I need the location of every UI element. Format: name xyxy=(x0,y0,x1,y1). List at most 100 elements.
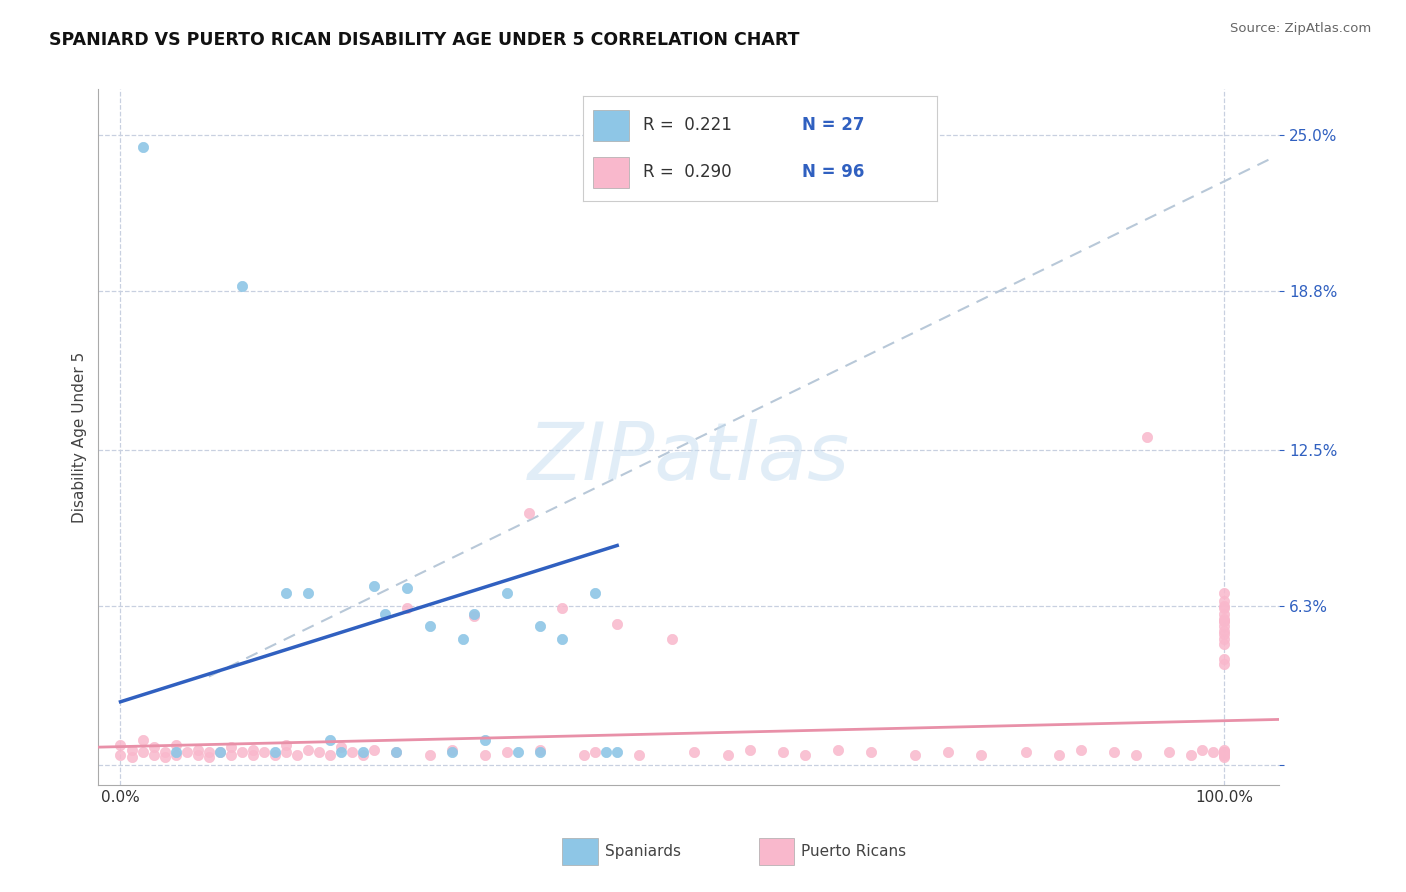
Point xyxy=(1102,745,1125,759)
Point xyxy=(297,586,319,600)
Point xyxy=(352,745,374,759)
Point xyxy=(1157,745,1180,759)
Point xyxy=(1213,599,1236,613)
Point xyxy=(772,745,794,759)
Point xyxy=(242,742,264,756)
Point xyxy=(131,732,153,747)
Point xyxy=(153,750,176,764)
Point xyxy=(1213,611,1236,625)
Point xyxy=(198,745,221,759)
Point xyxy=(661,632,683,646)
Point xyxy=(274,586,297,600)
Point xyxy=(606,616,628,631)
Text: Puerto Ricans: Puerto Ricans xyxy=(801,845,907,859)
Point xyxy=(264,745,287,759)
Point xyxy=(1070,742,1092,756)
Point xyxy=(1136,430,1159,444)
Point xyxy=(529,742,551,756)
Point xyxy=(451,632,474,646)
Point xyxy=(1213,586,1236,600)
Point xyxy=(274,745,297,759)
Point xyxy=(1213,745,1236,759)
Point xyxy=(219,740,242,755)
Point xyxy=(231,745,253,759)
Point xyxy=(264,747,287,762)
Point xyxy=(1213,652,1236,666)
Point xyxy=(440,742,463,756)
Point xyxy=(1213,657,1236,671)
Point xyxy=(385,745,408,759)
Point xyxy=(1213,742,1236,756)
Point xyxy=(385,745,408,759)
Point xyxy=(131,745,153,759)
Point xyxy=(242,747,264,762)
Point xyxy=(529,745,551,759)
Text: Source: ZipAtlas.com: Source: ZipAtlas.com xyxy=(1230,22,1371,36)
Point xyxy=(1213,745,1236,759)
Point xyxy=(1202,745,1225,759)
Point xyxy=(253,745,276,759)
Point xyxy=(440,745,463,759)
Text: SPANIARD VS PUERTO RICAN DISABILITY AGE UNDER 5 CORRELATION CHART: SPANIARD VS PUERTO RICAN DISABILITY AGE … xyxy=(49,31,800,49)
Point xyxy=(219,747,242,762)
Point xyxy=(121,742,143,756)
Point xyxy=(208,745,231,759)
Point xyxy=(860,745,883,759)
Point xyxy=(1047,747,1070,762)
Point xyxy=(121,750,143,764)
Point xyxy=(1213,745,1236,759)
Point xyxy=(187,742,209,756)
Point xyxy=(319,732,342,747)
Point xyxy=(1213,607,1236,621)
Point xyxy=(165,745,187,759)
Point xyxy=(1213,624,1236,639)
Point xyxy=(628,747,651,762)
Point xyxy=(419,747,441,762)
Point xyxy=(572,747,595,762)
Point xyxy=(153,745,176,759)
Point xyxy=(683,745,706,759)
Point xyxy=(970,747,993,762)
Point xyxy=(396,601,419,615)
Point xyxy=(208,745,231,759)
Point xyxy=(110,747,132,762)
Point xyxy=(176,745,198,759)
Point xyxy=(363,579,385,593)
Point xyxy=(551,632,574,646)
Point xyxy=(319,747,342,762)
Point xyxy=(1213,614,1236,628)
Point xyxy=(583,745,606,759)
Point xyxy=(198,750,221,764)
Point xyxy=(374,607,396,621)
Point xyxy=(1213,750,1236,764)
Point xyxy=(793,747,815,762)
Y-axis label: Disability Age Under 5: Disability Age Under 5 xyxy=(72,351,87,523)
Point xyxy=(517,506,540,520)
Point xyxy=(463,609,485,624)
Point xyxy=(495,586,517,600)
Point xyxy=(474,732,496,747)
Point xyxy=(606,745,628,759)
Point xyxy=(1213,619,1236,633)
Point xyxy=(330,745,353,759)
Point xyxy=(1213,747,1236,762)
Point xyxy=(231,278,253,293)
Point xyxy=(1213,747,1236,762)
Point xyxy=(1213,745,1236,759)
Point xyxy=(363,742,385,756)
Point xyxy=(165,747,187,762)
Point xyxy=(142,747,165,762)
Point xyxy=(1213,747,1236,762)
Point xyxy=(274,738,297,752)
Point xyxy=(352,747,374,762)
Point xyxy=(474,747,496,762)
Point xyxy=(1213,747,1236,762)
Point xyxy=(1213,601,1236,615)
Point xyxy=(187,747,209,762)
Point xyxy=(1213,614,1236,628)
Point xyxy=(142,740,165,755)
Point xyxy=(297,742,319,756)
Point xyxy=(1213,745,1236,759)
Text: Spaniards: Spaniards xyxy=(605,845,681,859)
Point xyxy=(495,745,517,759)
